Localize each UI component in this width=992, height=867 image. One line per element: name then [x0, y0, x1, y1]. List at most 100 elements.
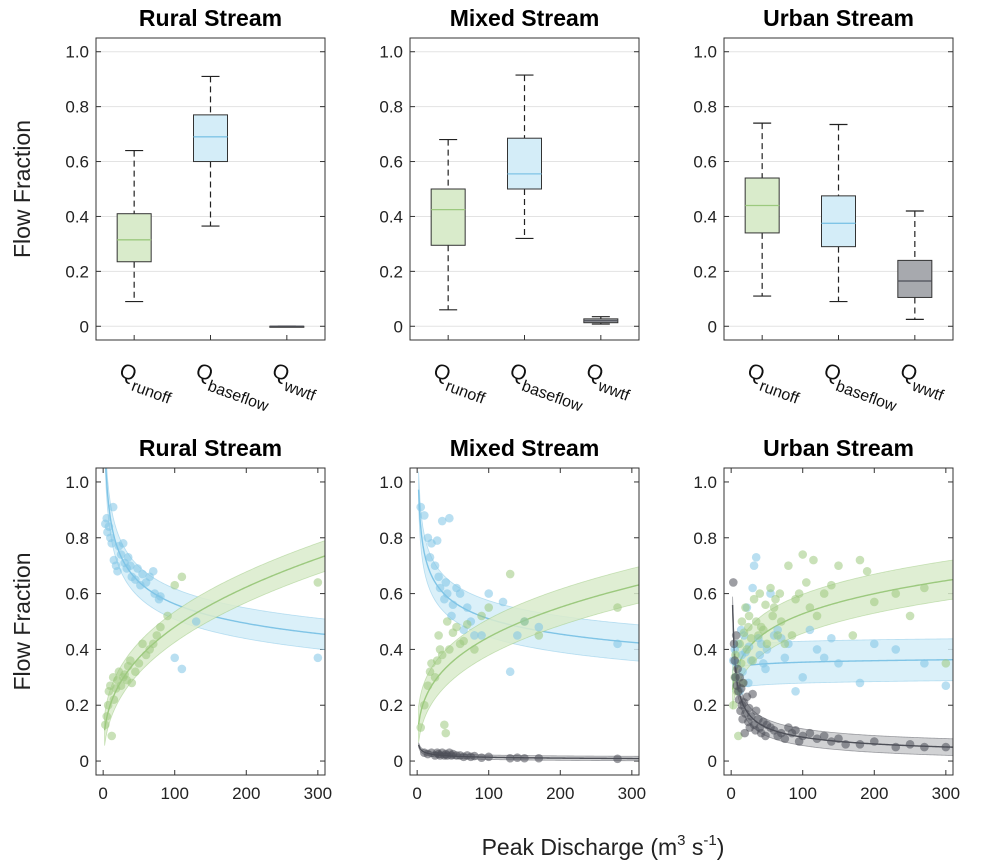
data-point-runoff	[749, 594, 759, 604]
data-point-baseflow	[434, 572, 443, 582]
category-label: Qwwtf	[266, 359, 323, 405]
category-label-main: Q	[116, 359, 139, 386]
data-point-baseflow	[798, 673, 808, 682]
data-point-baseflow	[755, 650, 765, 660]
data-point-runoff	[809, 555, 818, 565]
data-point-baseflow	[107, 539, 117, 548]
category-label-sub: wwtf	[909, 377, 946, 404]
data-point-wwtf	[744, 703, 754, 713]
y-tick-label: 0.2	[379, 696, 403, 715]
data-point-wwtf	[470, 751, 479, 761]
data-point-runoff	[819, 589, 829, 598]
category-label-sub: runoff	[443, 378, 488, 408]
data-point-runoff	[520, 617, 529, 626]
data-point-baseflow	[123, 553, 133, 562]
data-point-runoff	[170, 580, 180, 590]
data-point-baseflow	[462, 603, 472, 612]
data-point-runoff	[827, 580, 836, 590]
data-point-runoff	[442, 617, 452, 626]
data-point-runoff	[462, 619, 472, 629]
data-point-baseflow	[441, 578, 451, 587]
data-point-runoff	[459, 636, 468, 646]
data-point-baseflow	[613, 639, 622, 649]
plot-area	[729, 550, 953, 756]
data-point-runoff	[425, 667, 435, 677]
band-runoff	[104, 540, 325, 746]
data-point-runoff	[848, 631, 858, 640]
data-point-runoff	[441, 728, 451, 738]
data-point-runoff	[855, 555, 865, 565]
data-point-runoff	[941, 659, 951, 668]
y-tick-label: 0.4	[65, 640, 89, 659]
box-iqr	[897, 259, 933, 298]
data-point-wwtf	[746, 712, 756, 721]
x-tick-label: 0	[726, 784, 735, 803]
data-point-baseflow	[435, 583, 445, 593]
data-point-runoff	[445, 645, 454, 654]
data-point-runoff	[134, 659, 144, 668]
category-label: Qbaseflow	[504, 359, 590, 415]
data-point-runoff	[759, 625, 768, 635]
data-point-runoff	[798, 550, 808, 559]
data-point-baseflow	[116, 550, 126, 559]
x-tick-label: 100	[161, 784, 189, 803]
data-point-runoff	[477, 611, 486, 621]
data-point-runoff	[834, 561, 843, 570]
x-tick-label: 100	[789, 784, 817, 803]
x-tick-label: 0	[98, 784, 107, 803]
data-point-runoff	[103, 700, 113, 710]
data-point-baseflow	[425, 553, 435, 562]
data-point-runoff	[423, 681, 433, 690]
y-tick-label: 1.0	[65, 473, 89, 492]
data-point-runoff	[768, 611, 777, 621]
data-point-runoff	[729, 700, 738, 710]
panel-title: Urban Stream	[763, 5, 914, 31]
x-tick-label: 0	[412, 784, 421, 803]
panel-title: Rural Stream	[139, 5, 282, 31]
data-point-runoff	[737, 617, 747, 626]
category-label-main: Q	[507, 359, 530, 386]
data-point-baseflow	[891, 645, 901, 654]
data-point-baseflow	[749, 561, 759, 570]
fit-line-runoff	[103, 555, 325, 731]
data-point-runoff	[891, 589, 901, 598]
data-point-wwtf	[731, 631, 741, 640]
y-tick-label: 0.4	[693, 640, 717, 659]
data-point-baseflow	[484, 589, 494, 598]
data-point-runoff	[734, 731, 743, 741]
data-point-wwtf	[941, 742, 951, 752]
data-point-runoff	[432, 656, 442, 665]
axes-frame	[409, 37, 640, 341]
data-point-runoff	[805, 603, 815, 612]
y-tick-label: 0.6	[65, 153, 89, 172]
data-point-baseflow	[191, 617, 201, 626]
data-point-wwtf	[730, 656, 740, 665]
y-tick-label: 0.6	[693, 153, 717, 172]
data-point-wwtf	[761, 731, 770, 741]
data-point-baseflow	[445, 513, 454, 523]
y-axis-label: Flow Fraction	[9, 120, 35, 258]
data-point-baseflow	[761, 664, 770, 674]
data-point-runoff	[761, 600, 770, 610]
x-tick-label: 300	[932, 784, 960, 803]
data-point-baseflow	[455, 589, 465, 598]
data-point-runoff	[780, 639, 790, 649]
y-tick-label: 0	[708, 752, 717, 771]
category-label: Qbaseflow	[190, 359, 276, 415]
y-tick-label: 0.6	[65, 585, 89, 604]
y-tick-label: 0.2	[65, 262, 89, 281]
box-baseflow	[507, 74, 542, 240]
data-point-baseflow	[177, 664, 187, 674]
data-point-baseflow	[869, 639, 879, 649]
box-wwtf	[583, 316, 619, 325]
fit-line-runoff	[731, 578, 953, 690]
y-tick-label: 0.4	[379, 207, 403, 226]
y-tick-label: 0.8	[379, 529, 403, 548]
data-point-baseflow	[126, 561, 135, 570]
panel-title: Urban Stream	[763, 435, 914, 461]
plot-area	[101, 468, 325, 746]
data-point-runoff	[755, 589, 765, 598]
data-point-runoff	[748, 656, 757, 665]
panel-title: Rural Stream	[139, 435, 282, 461]
